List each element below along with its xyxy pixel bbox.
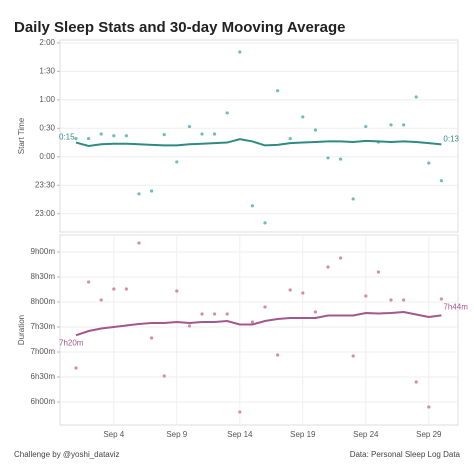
- y-tick-label: 1:00: [39, 95, 55, 104]
- data-point: [250, 204, 254, 208]
- data-point: [402, 298, 406, 302]
- data-point: [238, 50, 242, 54]
- x-tick-label: Sep 4: [103, 430, 124, 439]
- data-point: [339, 256, 343, 260]
- data-point: [187, 324, 191, 328]
- data-point: [313, 310, 317, 314]
- data-point: [74, 136, 78, 141]
- data-point: [124, 134, 128, 138]
- data-point: [276, 353, 280, 357]
- data-point: [301, 291, 305, 295]
- data-point: [351, 197, 355, 201]
- data-point: [288, 136, 292, 141]
- data-point: [263, 221, 267, 225]
- data-point: [150, 189, 154, 193]
- y-tick-label: 1:30: [39, 66, 55, 75]
- y-axis-title: Start Time: [17, 117, 26, 154]
- x-tick-label: Sep 9: [166, 430, 187, 439]
- value-label: 7h44m: [443, 302, 468, 311]
- data-point: [439, 179, 443, 183]
- data-point: [439, 297, 443, 301]
- y-tick-label: 7h30m: [31, 322, 56, 331]
- y-axis-title: Duration: [17, 315, 26, 345]
- y-tick-label: 0:00: [39, 152, 55, 161]
- data-point: [238, 410, 242, 414]
- data-point: [389, 298, 393, 302]
- panel-frame: [59, 234, 459, 426]
- data-point: [364, 124, 368, 129]
- x-tick-label: Sep 14: [227, 430, 253, 439]
- data-point: [225, 111, 229, 115]
- data-point: [162, 374, 166, 378]
- data-point: [99, 132, 103, 136]
- moving-average-line: [75, 310, 442, 337]
- y-tick-label: 0:30: [39, 123, 55, 132]
- data-point: [112, 134, 116, 138]
- data-point: [326, 156, 330, 160]
- data-point: [87, 136, 91, 141]
- data-point: [87, 280, 91, 284]
- data-point: [402, 123, 406, 127]
- data-point: [288, 288, 292, 292]
- data-point: [74, 366, 78, 370]
- y-tick-label: 23:00: [35, 209, 56, 218]
- y-tick-label: 2:00: [39, 38, 55, 47]
- data-point: [427, 161, 431, 165]
- data-point: [263, 305, 267, 309]
- panel-frame: [59, 39, 459, 233]
- footer-right: Data: Personal Sleep Log Data: [350, 450, 461, 459]
- data-point: [389, 123, 393, 127]
- data-point: [187, 124, 191, 129]
- data-point: [326, 265, 330, 269]
- chart-title: Daily Sleep Stats and 30-day Mooving Ave…: [14, 19, 346, 36]
- y-tick-label: 9h00m: [31, 247, 56, 256]
- y-tick-label: 23:30: [35, 180, 56, 189]
- data-point: [364, 294, 368, 298]
- data-point: [137, 241, 141, 245]
- y-tick-label: 8h30m: [31, 272, 56, 281]
- data-point: [200, 312, 204, 316]
- data-point: [200, 132, 204, 136]
- y-tick-label: 6h30m: [31, 372, 56, 381]
- data-point: [301, 115, 305, 119]
- data-point: [175, 289, 179, 293]
- data-point: [124, 287, 128, 291]
- data-point: [137, 192, 141, 196]
- value-label: 0:15: [59, 133, 75, 142]
- data-point: [162, 132, 166, 137]
- data-point: [339, 157, 343, 161]
- x-tick-label: Sep 29: [416, 430, 442, 439]
- data-point: [99, 298, 103, 302]
- footer-left: Challenge by @yoshi_dataviz: [14, 450, 120, 459]
- data-point: [150, 336, 154, 340]
- moving-average-line: [75, 138, 442, 147]
- data-point: [313, 128, 317, 132]
- data-point: [427, 405, 431, 409]
- data-point: [351, 354, 355, 358]
- data-point: [376, 270, 380, 274]
- y-tick-label: 7h00m: [31, 347, 56, 356]
- value-label: 0:13: [443, 135, 459, 144]
- data-point: [112, 287, 116, 291]
- y-tick-label: 8h00m: [31, 297, 56, 306]
- data-point: [213, 312, 217, 316]
- data-point: [414, 380, 418, 384]
- x-tick-label: Sep 24: [353, 430, 379, 439]
- data-point: [414, 95, 418, 99]
- data-point: [225, 312, 229, 316]
- value-label: 7h20m: [59, 338, 84, 347]
- data-point: [276, 89, 280, 93]
- data-point: [175, 160, 179, 164]
- data-point: [250, 320, 254, 324]
- data-point: [213, 132, 217, 136]
- y-tick-label: 6h00m: [31, 397, 56, 406]
- x-tick-label: Sep 19: [290, 430, 316, 439]
